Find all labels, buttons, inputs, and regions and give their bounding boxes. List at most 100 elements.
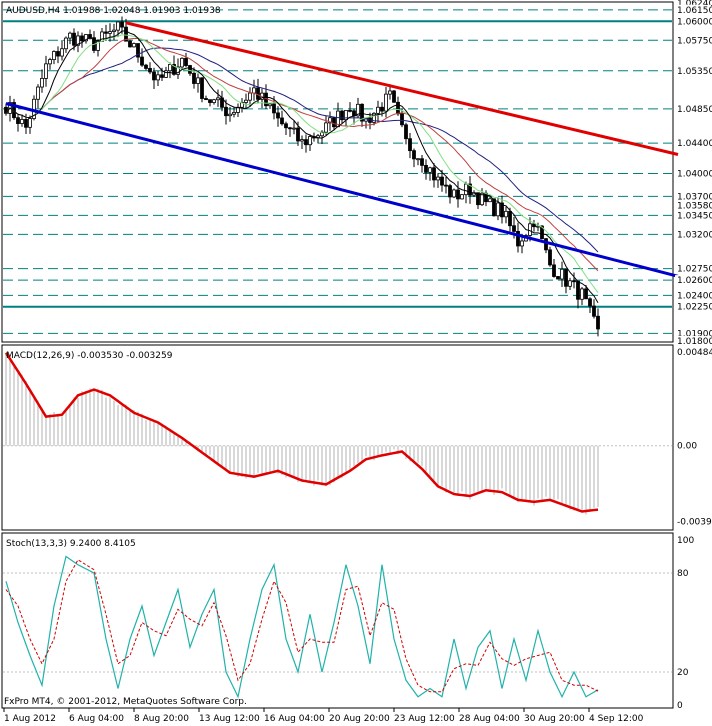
candle-body	[188, 65, 192, 74]
candle-body	[404, 124, 408, 140]
time-label: 30 Aug 20:00	[524, 714, 585, 724]
macd-tick-label: -0.00392	[677, 518, 712, 528]
price-panel-frame	[1, 1, 674, 343]
price-tick-label: 1.06240	[677, 0, 712, 9]
time-label: 28 Aug 04:00	[459, 714, 520, 724]
time-label: 16 Aug 04:00	[264, 714, 325, 724]
candle-body	[428, 167, 432, 173]
candle-body	[508, 210, 512, 227]
candle-body	[68, 32, 72, 39]
stoch-tick-label: 100	[677, 536, 694, 546]
candle-body	[348, 109, 352, 112]
candle-body	[596, 315, 600, 330]
candle-body	[384, 93, 388, 112]
candle-body	[88, 34, 92, 39]
time-label: 4 Sep 12:00	[589, 714, 644, 724]
candle-body	[196, 77, 200, 84]
candle-body	[480, 192, 484, 206]
price-tick-bg	[675, 229, 711, 240]
price-tick-label: 1.02400	[677, 291, 712, 301]
candle-body	[540, 225, 544, 240]
time-label: 8 Aug 20:00	[134, 714, 189, 724]
candle-body	[216, 97, 220, 101]
candle-body	[572, 280, 576, 283]
candle-body	[108, 31, 112, 34]
symbol-header: AUDUSD,H4 1.01988 1.02048 1.01903 1.0193…	[6, 6, 221, 16]
price-panel	[3, 9, 679, 337]
candle-body	[460, 194, 464, 200]
stoch-panel	[3, 555, 672, 699]
candle-body	[300, 139, 304, 142]
candle-body	[48, 59, 52, 65]
price-tick-bg	[675, 275, 711, 286]
time-label: 23 Aug 12:00	[394, 714, 455, 724]
time-label: 1 Aug 2012	[4, 714, 56, 724]
price-tick-bg	[675, 16, 711, 27]
candle-body	[268, 103, 272, 107]
candle-body	[184, 57, 188, 66]
candle-body	[296, 127, 300, 142]
price-tick-bg	[675, 65, 711, 76]
candle-body	[436, 176, 440, 181]
candle-body	[52, 51, 56, 60]
candle-body	[40, 78, 44, 88]
candle-body	[136, 43, 140, 58]
price-tick-bg	[675, 336, 711, 346]
price-tick-bg	[675, 138, 711, 149]
candle-body	[552, 264, 556, 277]
candle-body	[128, 40, 132, 48]
candle-body	[532, 223, 536, 228]
price-tick-bg	[675, 290, 711, 301]
price-tick-label: 1.03200	[677, 230, 712, 240]
macd-tick-label: 0.00	[677, 442, 697, 452]
candle-body	[112, 29, 116, 32]
candle-body	[172, 64, 176, 75]
price-tick-bg	[675, 210, 711, 221]
candle-body	[496, 202, 500, 217]
candle-body	[476, 192, 480, 206]
candle-body	[228, 113, 232, 117]
candle-body	[320, 131, 324, 137]
price-tick-label: 1.01800	[677, 337, 712, 347]
price-tick-bg	[675, 4, 711, 15]
stoch-tick-label: 0	[677, 701, 683, 711]
candle-body	[464, 183, 468, 196]
candle-body	[204, 98, 208, 101]
candle-body	[512, 225, 516, 232]
candle-body	[236, 106, 240, 113]
price-tick-label: 1.02600	[677, 276, 712, 286]
candle-body	[440, 176, 444, 186]
candle-body	[64, 37, 68, 50]
candle-body	[332, 117, 336, 128]
candle-body	[424, 164, 428, 173]
candle-body	[132, 43, 136, 48]
candle-body	[340, 110, 344, 121]
price-tick-bg	[675, 0, 711, 8]
candle-body	[124, 26, 128, 42]
candle-body	[212, 99, 216, 103]
candle-body	[416, 158, 420, 161]
candle-body	[284, 123, 288, 129]
stoch-main-line	[5, 555, 599, 699]
price-tick-label: 1.03450	[677, 211, 712, 221]
candle-body	[208, 99, 212, 103]
price-tick-label: 1.04400	[677, 139, 712, 149]
candle-body	[200, 77, 204, 99]
candle-body	[224, 106, 228, 117]
candle-body	[308, 136, 312, 146]
time-label: 20 Aug 20:00	[329, 714, 390, 724]
candle-body	[104, 31, 108, 34]
candle-body	[304, 139, 308, 146]
candle-body	[76, 35, 80, 46]
stoch-tick-label: 20	[677, 668, 689, 678]
price-tick-bg	[675, 301, 711, 312]
candle-body	[564, 268, 568, 287]
price-tick-label: 1.04850	[677, 105, 712, 115]
candle-body	[500, 202, 504, 218]
candle-body	[244, 99, 248, 103]
candle-body	[356, 103, 360, 117]
candle-body	[576, 280, 580, 300]
moving-average-black	[5, 30, 599, 304]
